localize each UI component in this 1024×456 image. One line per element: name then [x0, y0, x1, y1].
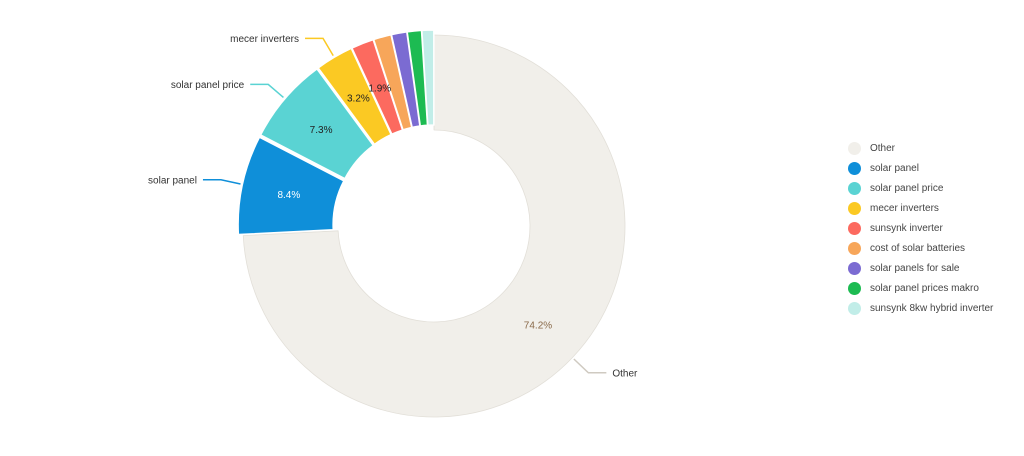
legend-item-cost-of-solar-batteries[interactable]: cost of solar batteries: [848, 238, 1018, 258]
callout-label-solar-panel: solar panel: [148, 175, 197, 186]
legend-swatch-icon: [848, 221, 861, 235]
legend-swatch-icon: [848, 141, 861, 155]
callouts-layer: Other solar panel solar panel price mecer i…: [148, 34, 638, 379]
callout-line-mecer-inverters: [305, 37, 334, 56]
legend-label: solar panel prices makro: [870, 282, 979, 294]
legend-item-solar-panels-for-sale[interactable]: solar panels for sale: [848, 258, 1018, 278]
slice-value-label: 3.2%: [347, 94, 370, 105]
legend-swatch-icon: [848, 281, 861, 295]
legend-swatch-icon: [848, 301, 861, 315]
callout-line-solar-panel: [202, 179, 241, 185]
legend-item-solar-panel[interactable]: solar panel: [848, 158, 1018, 178]
legend-label: solar panels for sale: [870, 262, 960, 274]
slice-solar-panel-price[interactable]: [259, 68, 375, 180]
slice-solar-panel[interactable]: [237, 136, 345, 236]
chart-legend: Other solar panel solar panel price mecer i…: [848, 138, 1018, 318]
legend-item-sunsynk-inverter[interactable]: sunsynk inverter: [848, 218, 1018, 238]
legend-item-sunsynk-8kw-hybrid-inverter[interactable]: sunsynk 8kw hybrid inverter: [848, 298, 1018, 318]
legend-label: sunsynk inverter: [870, 222, 943, 234]
legend-swatch-icon: [848, 161, 861, 175]
legend-item-other[interactable]: Other: [848, 138, 1018, 158]
legend-label: solar panel: [870, 162, 919, 174]
slices-layer: [237, 29, 626, 418]
legend-label: Other: [870, 142, 896, 154]
legend-swatch-icon: [848, 201, 861, 215]
slice-value-label: 7.3%: [310, 125, 333, 136]
callout-label-other: Other: [612, 368, 638, 379]
slice-mecer-inverters[interactable]: [317, 47, 392, 146]
slice-value-label: 74.2%: [524, 320, 552, 331]
slice-value-label: 8.4%: [277, 190, 300, 201]
legend-item-mecer-inverters[interactable]: mecer inverters: [848, 198, 1018, 218]
slice-other[interactable]: [242, 34, 626, 418]
slice-value-label: 1.9%: [368, 83, 391, 94]
legend-label: mecer inverters: [870, 202, 939, 214]
legend-label: sunsynk 8kw hybrid inverter: [870, 302, 994, 314]
callout-label-solar-panel-price: solar panel price: [171, 80, 245, 91]
slice-labels-layer: 74.2% 8.4% 7.3% 3.2%1.9%: [277, 83, 552, 331]
legend-label: cost of solar batteries: [870, 242, 966, 254]
legend-swatch-icon: [848, 181, 861, 195]
callout-line-other: [573, 358, 607, 374]
slice-sunsynk-8kw-hybrid-inverter[interactable]: [421, 29, 435, 126]
legend-label: solar panel price: [870, 182, 944, 194]
legend-item-solar-panel-prices-makro[interactable]: solar panel prices makro: [848, 278, 1018, 298]
legend-item-solar-panel-price[interactable]: solar panel price: [848, 178, 1018, 198]
callout-label-mecer-inverters: mecer inverters: [230, 34, 299, 45]
callout-line-solar-panel-price: [250, 83, 284, 98]
legend-swatch-icon: [848, 241, 861, 255]
legend-swatch-icon: [848, 261, 861, 275]
